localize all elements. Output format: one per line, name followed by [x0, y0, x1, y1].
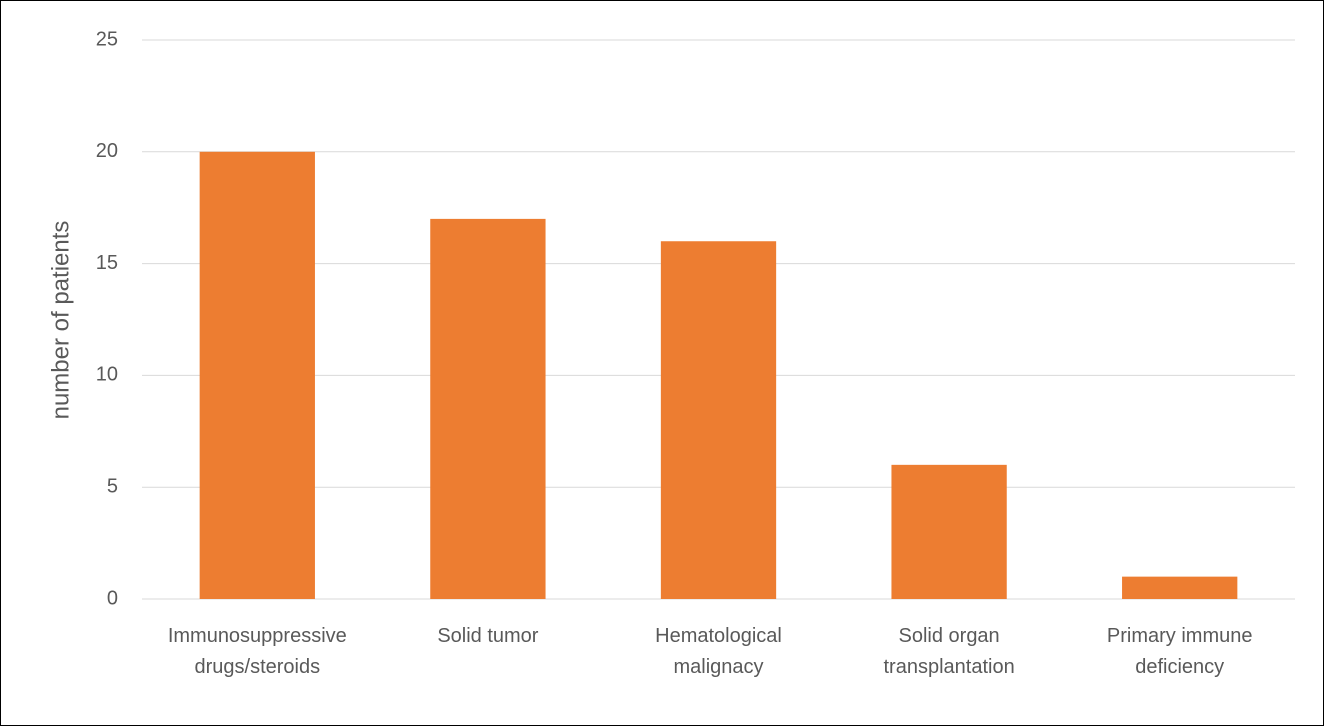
bar: [1122, 576, 1238, 599]
bar: [430, 218, 546, 599]
x-tick-label: Hematological malignacy: [655, 625, 782, 678]
y-tick-label: 5: [107, 475, 118, 497]
x-tick-label: Immunosuppressive drugs/steroids: [167, 625, 347, 678]
x-tick-label: Primary immune deficiency: [1106, 625, 1253, 678]
y-tick-label: 0: [107, 587, 118, 609]
y-tick-label: 20: [96, 140, 118, 162]
bar: [660, 241, 777, 600]
x-tick-label: Solid tumor: [437, 625, 539, 647]
x-tick-label: Solid organ transplantation: [883, 625, 1015, 678]
bar: [199, 151, 315, 600]
bar: [891, 464, 1007, 599]
y-tick-label: 10: [96, 364, 118, 386]
y-axis-title: number of patients: [47, 221, 74, 420]
y-tick-label: 15: [96, 252, 118, 274]
y-tick-label: 25: [96, 28, 118, 50]
